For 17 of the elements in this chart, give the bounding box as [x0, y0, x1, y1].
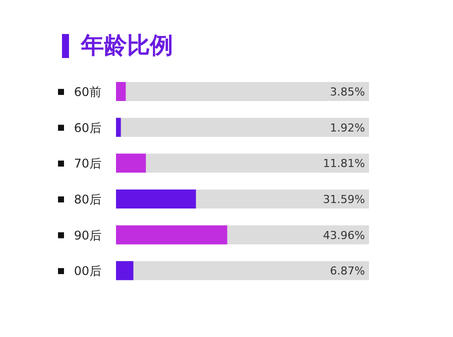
bar	[116, 154, 146, 173]
y-tick-label: 90后	[74, 228, 102, 242]
chart-title: 年龄比例	[81, 32, 173, 61]
data-label: 43.96%	[323, 228, 365, 242]
data-label: 11.81%	[323, 157, 365, 170]
data-label: 3.85%	[330, 86, 365, 98]
y-tick-label: 60后	[74, 120, 102, 135]
bar	[116, 118, 121, 137]
y-tick-label: 70后	[74, 156, 102, 171]
data-label: 31.59%	[323, 193, 365, 206]
data-label: 1.92%	[330, 121, 365, 134]
bar	[116, 261, 134, 280]
y-tick-label: 80后	[74, 192, 102, 206]
bar	[116, 82, 126, 101]
y-tick-label: 00后	[74, 264, 102, 278]
y-tick-label: 60前	[74, 84, 102, 99]
data-label: 6.87%	[330, 264, 365, 278]
